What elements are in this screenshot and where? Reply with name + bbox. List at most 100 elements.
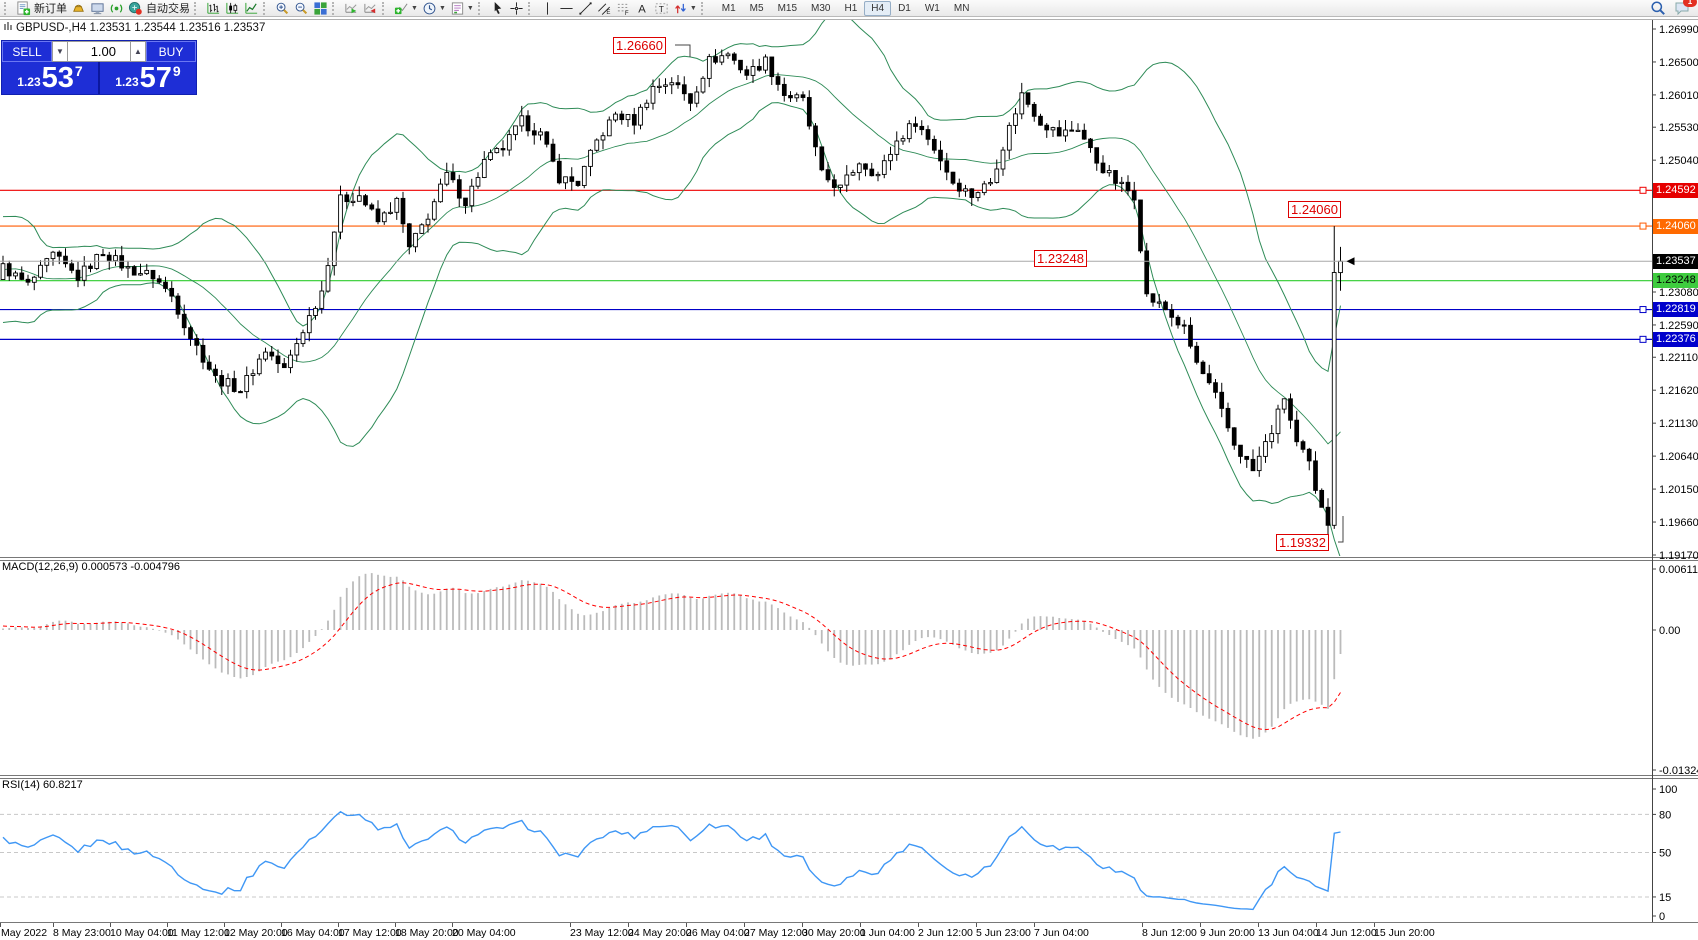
auto-scroll-button[interactable] bbox=[342, 1, 361, 16]
timeframe-w1-button[interactable]: W1 bbox=[924, 2, 940, 14]
zoom-out-button[interactable] bbox=[292, 1, 311, 16]
toolbar-grip[interactable] bbox=[527, 1, 535, 15]
svg-text:16 May 04:00: 16 May 04:00 bbox=[281, 927, 345, 939]
search-button[interactable] bbox=[1648, 1, 1668, 16]
svg-text:12 May 20:00: 12 May 20:00 bbox=[224, 927, 288, 939]
timeframe-m15-button[interactable]: M15 bbox=[777, 2, 798, 14]
horizontal-line-button[interactable] bbox=[557, 1, 576, 16]
svg-text:T: T bbox=[659, 3, 664, 13]
text-icon: A bbox=[635, 1, 650, 16]
zoom-in-button[interactable] bbox=[273, 1, 292, 16]
chat-button[interactable]: 1 bbox=[1672, 0, 1697, 16]
bar-chart-icon bbox=[206, 1, 221, 16]
price-axis[interactable]: 1.26990 1.26500 1.26010 1.25530 1.25040 1.245… bbox=[1652, 24, 1698, 562]
search-icon bbox=[1650, 0, 1666, 16]
svg-text:1.22590: 1.22590 bbox=[1659, 320, 1698, 332]
timeframe-m1-button[interactable]: M1 bbox=[721, 2, 736, 14]
symbol-info-line: GBPUSD-,H4 1.23531 1.23544 1.23516 1.235… bbox=[4, 22, 265, 34]
svg-text:20 May 04:00: 20 May 04:00 bbox=[452, 927, 516, 939]
trend-line-button[interactable] bbox=[576, 1, 595, 16]
bar-chart-button[interactable] bbox=[204, 1, 223, 16]
volume-input[interactable]: 1.00 bbox=[68, 41, 130, 62]
chart-canvas[interactable]: 1.26990 1.26500 1.26010 1.25530 1.25040 1.245… bbox=[0, 17, 1698, 940]
chart-window-icon bbox=[4, 22, 12, 34]
chat-badge: 1 bbox=[1683, 0, 1697, 7]
toolbar-grip[interactable] bbox=[477, 1, 485, 15]
chevron-down-icon[interactable]: ▼ bbox=[438, 4, 446, 12]
text-label-button[interactable]: T bbox=[652, 1, 671, 16]
buy-price-display[interactable]: 1.23 57 9 bbox=[100, 62, 196, 94]
svg-text:1.20150: 1.20150 bbox=[1659, 484, 1698, 496]
price-callout-label[interactable]: 1.24060 bbox=[1288, 201, 1341, 218]
buy-button[interactable]: BUY bbox=[146, 41, 196, 62]
sell-price-main: 53 bbox=[41, 62, 74, 94]
line-chart-button[interactable] bbox=[242, 1, 261, 16]
toolbar-grip[interactable] bbox=[263, 1, 270, 15]
price-axis-badge: 1.24060 bbox=[1653, 219, 1698, 234]
svg-text:15: 15 bbox=[1659, 892, 1671, 904]
chevron-down-icon[interactable]: ▼ bbox=[411, 4, 418, 12]
timeframe-h4-button[interactable]: H4 bbox=[864, 0, 892, 16]
price-callout-label[interactable]: 1.19332 bbox=[1276, 534, 1329, 551]
templates-button[interactable]: ▼ bbox=[448, 1, 476, 16]
svg-text:2 Jun 12:00: 2 Jun 12:00 bbox=[918, 927, 973, 939]
timeframe-toolbar: M1 M5 M15 M30 H1 H4 D1 W1 MN bbox=[715, 0, 977, 16]
chart-shift-button[interactable] bbox=[361, 1, 380, 16]
macd-indicator-label: MACD(12,26,9) 0.000573 -0.004796 bbox=[2, 561, 180, 573]
timeframe-d1-button[interactable]: D1 bbox=[898, 2, 911, 14]
timeframe-m30-button[interactable]: M30 bbox=[811, 2, 831, 14]
volume-increase-button[interactable]: ▲ bbox=[130, 41, 146, 62]
toolbar-button-label: 自动交易 bbox=[146, 3, 190, 15]
indicators-button[interactable]: ▼ bbox=[392, 1, 420, 16]
candle-chart-button[interactable] bbox=[223, 1, 242, 16]
new-order-button[interactable]: 新订单 bbox=[14, 0, 69, 16]
fibonacci-button[interactable]: F bbox=[614, 1, 633, 16]
cursor-button[interactable] bbox=[488, 1, 507, 16]
sell-button[interactable]: SELL bbox=[2, 41, 52, 62]
svg-text:9 Jun 20:00: 9 Jun 20:00 bbox=[1200, 927, 1255, 939]
main-toolbar: 新订单 自动交易 ▼ ▼ ▼ E F A T ▼ M1 M5 M15 M30 H1 H4 D1 W1 MN 1 bbox=[0, 0, 1698, 17]
crosshair-button[interactable] bbox=[507, 1, 526, 16]
toolbar-grip[interactable] bbox=[700, 1, 708, 15]
timeframe-h1-button[interactable]: H1 bbox=[844, 2, 858, 14]
price-callout-label[interactable]: 1.23248 bbox=[1034, 250, 1087, 267]
svg-text:1.25040: 1.25040 bbox=[1659, 155, 1698, 167]
auto-trading-button[interactable]: 自动交易 bbox=[126, 1, 192, 16]
tile-windows-button[interactable] bbox=[311, 1, 330, 16]
price-callout-label[interactable]: 1.26660 bbox=[613, 37, 666, 54]
pane-borders bbox=[0, 19, 1698, 923]
sell-price-display[interactable]: 1.23 53 7 bbox=[2, 62, 100, 94]
sell-price-pip: 7 bbox=[74, 63, 83, 79]
text-button[interactable]: A bbox=[633, 1, 652, 16]
svg-text:8 May 23:00: 8 May 23:00 bbox=[53, 927, 111, 939]
svg-text:18 May 20:00: 18 May 20:00 bbox=[395, 927, 459, 939]
equidistant-channel-button[interactable]: E bbox=[595, 1, 614, 16]
horizontal-level-lines[interactable] bbox=[0, 186, 1652, 343]
chart-shift-icon bbox=[363, 1, 378, 16]
toolbar-grip[interactable] bbox=[382, 1, 389, 15]
toolbar-grip[interactable] bbox=[4, 1, 11, 15]
signal-button[interactable] bbox=[107, 1, 126, 16]
text-label-icon: T bbox=[654, 1, 669, 16]
arrows-button[interactable]: ▼ bbox=[671, 1, 699, 16]
cursor-icon bbox=[490, 1, 505, 16]
toolbar-grip[interactable] bbox=[194, 1, 201, 15]
chevron-down-icon[interactable]: ▼ bbox=[466, 4, 474, 12]
svg-text:1.22110: 1.22110 bbox=[1659, 352, 1698, 364]
buy-price-prefix: 1.23 bbox=[115, 75, 139, 89]
timeframe-m5-button[interactable]: M5 bbox=[749, 2, 764, 14]
timeframe-mn-button[interactable]: MN bbox=[953, 2, 970, 14]
arrows-icon bbox=[673, 1, 688, 16]
vertical-line-button[interactable] bbox=[538, 1, 557, 16]
auto-trading-icon bbox=[128, 1, 143, 16]
volume-decrease-button[interactable]: ▼ bbox=[52, 41, 68, 62]
chevron-down-icon[interactable]: ▼ bbox=[689, 4, 697, 12]
terminal-button[interactable] bbox=[88, 1, 107, 16]
periods-button[interactable]: ▼ bbox=[420, 1, 448, 16]
price-axis-badge: 1.23248 bbox=[1653, 273, 1698, 288]
market-watch-button[interactable] bbox=[69, 1, 88, 16]
price-axis-badge: 1.23537 bbox=[1653, 254, 1698, 269]
toolbar-grip[interactable] bbox=[332, 1, 339, 15]
svg-text:A: A bbox=[638, 3, 646, 15]
